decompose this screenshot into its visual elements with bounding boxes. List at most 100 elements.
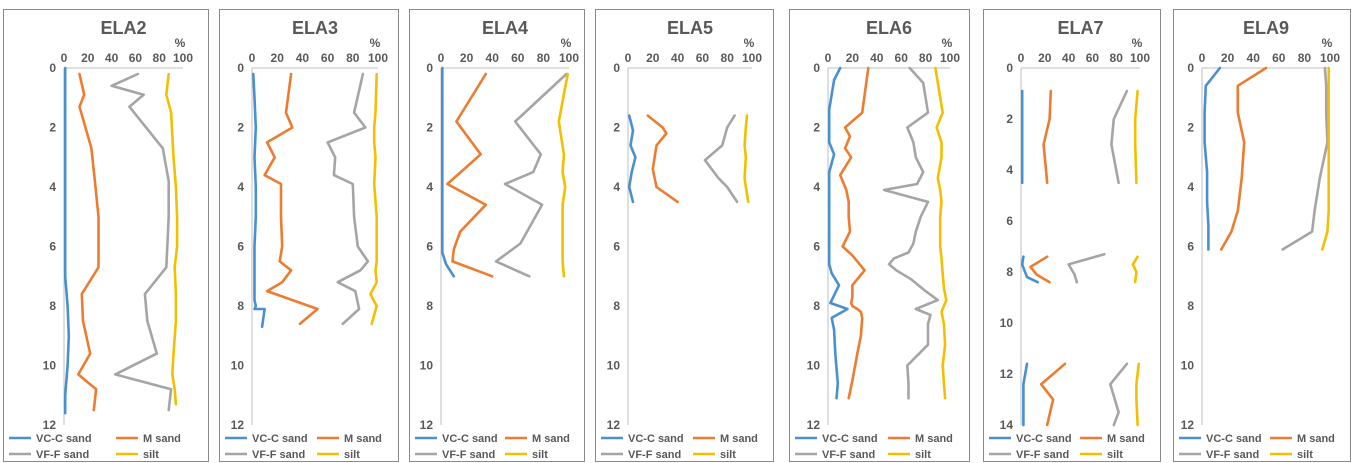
series-line-m-sand [838, 66, 870, 400]
legend-item: M sand [1080, 433, 1145, 445]
series-line-vc-c-sand [1020, 255, 1039, 284]
series-line-vf-f-sand [1109, 362, 1129, 427]
legend-label: M sand [532, 433, 570, 445]
y-tick-label: 8 [49, 299, 56, 313]
x-tick-label: 60 [895, 51, 909, 65]
legend-label: M sand [143, 433, 181, 445]
panel-frame [789, 9, 970, 462]
x-tick-label: 60 [511, 51, 525, 65]
series-line-vc-c-sand [1022, 362, 1029, 427]
y-tick-label: 6 [613, 240, 620, 254]
y-tick-label: 12 [43, 418, 57, 432]
legend-label: VC-C sand [252, 433, 308, 445]
y-tick-label: 2 [613, 121, 620, 135]
y-tick-label: 6 [237, 240, 244, 254]
x-tick-label: 40 [1247, 51, 1261, 65]
y-tick-label: 2 [237, 121, 244, 135]
legend-item: M sand [317, 433, 382, 445]
series-line-silt [1135, 362, 1141, 427]
x-tick-label: 20 [460, 51, 474, 65]
panel-frame [409, 9, 585, 462]
x-tick-label: 20 [81, 51, 95, 65]
legend-item: VC-C sand [415, 433, 498, 445]
chart-title: ELA5 [667, 18, 713, 38]
y-tick-label: 6 [49, 240, 56, 254]
series-line-vf-f-sand [494, 72, 568, 278]
series-line-vc-c-sand [1203, 66, 1222, 251]
x-tick-label: 100 [368, 51, 388, 65]
legend-item: VF-F sand [795, 449, 875, 461]
y-tick-label: 8 [613, 299, 620, 313]
x-tick-label: 80 [919, 51, 933, 65]
series-line-vf-f-sand [1281, 66, 1329, 251]
y-tick-label: 12 [1181, 418, 1195, 432]
y-tick-label: 10 [1181, 359, 1195, 373]
legend-label: M sand [1297, 433, 1335, 445]
legend-item: silt [1270, 449, 1313, 461]
legend-item: VC-C sand [601, 433, 684, 445]
legend-label: silt [532, 449, 548, 461]
x-tick-label: 0 [1199, 51, 1206, 65]
legend-item: M sand [693, 433, 758, 445]
x-tick-label: 100 [173, 51, 193, 65]
y-tick-label: 8 [813, 299, 820, 313]
y-tick-label: 4 [1006, 163, 1013, 177]
series-line-vc-c-sand [440, 66, 456, 278]
y-tick-label: 4 [49, 180, 56, 194]
series-line-m-sand [1039, 362, 1067, 427]
chart-title: ELA4 [482, 18, 528, 38]
x-tick-label: 20 [271, 51, 285, 65]
y-tick-label: 12 [231, 418, 245, 432]
x-axis-unit: % [1132, 36, 1143, 50]
x-tick-label: 20 [646, 51, 660, 65]
series-line-vc-c-sand [827, 66, 849, 400]
legend-label: VF-F sand [628, 449, 681, 461]
y-tick-label: 0 [813, 61, 820, 75]
legend-label: VC-C sand [822, 433, 878, 445]
x-tick-label: 20 [1038, 51, 1052, 65]
x-tick-label: 0 [1018, 51, 1025, 65]
legend-item: VF-F sand [989, 449, 1069, 461]
series-line-vf-f-sand [1067, 252, 1106, 284]
legend-item: VC-C sand [989, 433, 1072, 445]
series-line-silt [743, 114, 750, 204]
y-tick-label: 8 [1187, 299, 1194, 313]
x-tick-label: 100 [1320, 51, 1340, 65]
x-tick-label: 40 [486, 51, 500, 65]
legend-label: VF-F sand [1206, 449, 1259, 461]
legend-label: silt [1297, 449, 1313, 461]
legend-item: silt [693, 449, 736, 461]
y-tick-label: 12 [420, 418, 434, 432]
legend-label: VC-C sand [442, 433, 498, 445]
y-tick-label: 4 [813, 180, 820, 194]
legend-label: VC-C sand [1206, 433, 1262, 445]
series-line-silt [1131, 255, 1139, 284]
x-tick-label: 80 [721, 51, 735, 65]
y-tick-label: 2 [426, 121, 433, 135]
x-axis-unit: % [370, 36, 381, 50]
y-tick-label: 0 [1006, 61, 1013, 75]
series-line-silt [557, 72, 570, 278]
y-tick-label: 0 [613, 61, 620, 75]
series-line-vf-f-sand [110, 72, 173, 412]
legend-item: silt [888, 449, 931, 461]
y-tick-label: 2 [1006, 112, 1013, 126]
series-line-silt [1133, 89, 1139, 185]
y-tick-label: 10 [231, 359, 245, 373]
legend-item: silt [317, 449, 360, 461]
x-tick-label: 100 [940, 51, 960, 65]
y-tick-label: 2 [813, 121, 820, 135]
y-tick-label: 8 [237, 299, 244, 313]
y-tick-label: 0 [237, 61, 244, 75]
legend-item: VF-F sand [415, 449, 495, 461]
legend-item: VF-F sand [225, 449, 305, 461]
series-line-m-sand [646, 114, 679, 204]
series-line-vc-c-sand [627, 114, 637, 204]
legend-item: VF-F sand [9, 449, 89, 461]
legend-label: silt [720, 449, 736, 461]
panel-frame [983, 9, 1161, 462]
x-tick-label: 80 [1298, 51, 1312, 65]
y-tick-label: 12 [607, 418, 621, 432]
chart-panel-ela4: ELA4 0 20 40 60 80 100% 0 2 4 6 8 10 12 VC-C sand M san… [409, 9, 585, 462]
